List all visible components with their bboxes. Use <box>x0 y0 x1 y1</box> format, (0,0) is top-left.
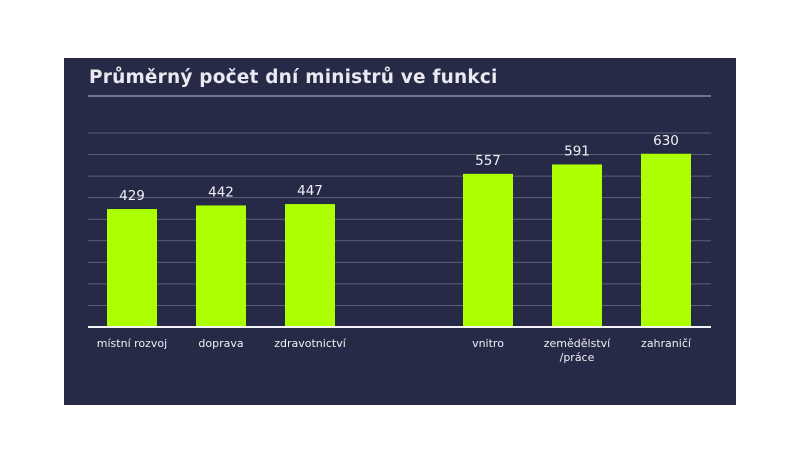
x-tick-label: zahraničí <box>641 337 692 350</box>
bar <box>641 153 691 327</box>
chart-title: Průměrný počet dní ministrů ve funkci <box>89 67 498 88</box>
data-label: 557 <box>475 153 501 169</box>
bar <box>196 205 246 327</box>
x-tick-label: vnitro <box>472 337 504 350</box>
x-tick-label: zdravotnictví <box>274 337 346 350</box>
x-tick-label: místní rozvoj <box>97 337 167 350</box>
bar-chart: 429 místní rozvoj 442 doprava 447 zdravotnict… <box>88 95 711 364</box>
chart-panel: Průměrný počet dní ministrů ve funkci 42… <box>64 58 736 405</box>
data-label: 429 <box>119 188 145 204</box>
x-tick-label: doprava <box>198 337 243 350</box>
data-label: 447 <box>297 183 323 199</box>
data-label: 630 <box>653 133 679 149</box>
data-label: 591 <box>564 143 590 159</box>
bar <box>463 173 513 327</box>
bar <box>552 164 602 327</box>
x-tick-label: zemědělství/práce <box>544 337 611 364</box>
bar <box>107 209 157 327</box>
data-label: 442 <box>208 184 234 200</box>
bar <box>285 204 335 327</box>
